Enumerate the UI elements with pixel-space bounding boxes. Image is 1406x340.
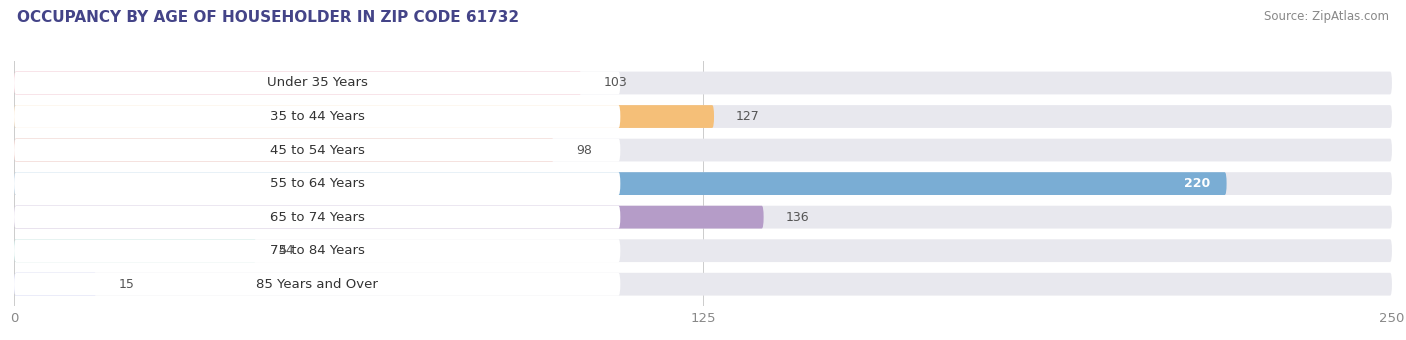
FancyBboxPatch shape: [14, 239, 1392, 262]
FancyBboxPatch shape: [14, 206, 620, 228]
FancyBboxPatch shape: [14, 273, 1392, 295]
Text: 75 to 84 Years: 75 to 84 Years: [270, 244, 364, 257]
Text: 98: 98: [576, 143, 592, 156]
Text: 15: 15: [118, 278, 135, 291]
FancyBboxPatch shape: [14, 72, 1392, 95]
FancyBboxPatch shape: [14, 172, 1226, 195]
Text: 44: 44: [278, 244, 294, 257]
FancyBboxPatch shape: [14, 239, 620, 262]
FancyBboxPatch shape: [14, 172, 620, 195]
Text: 85 Years and Over: 85 Years and Over: [256, 278, 378, 291]
FancyBboxPatch shape: [14, 72, 620, 95]
Text: 103: 103: [603, 76, 627, 89]
Text: 55 to 64 Years: 55 to 64 Years: [270, 177, 364, 190]
FancyBboxPatch shape: [14, 72, 582, 95]
Text: 35 to 44 Years: 35 to 44 Years: [270, 110, 364, 123]
FancyBboxPatch shape: [14, 206, 763, 228]
Text: 220: 220: [1184, 177, 1211, 190]
FancyBboxPatch shape: [14, 105, 714, 128]
Text: OCCUPANCY BY AGE OF HOUSEHOLDER IN ZIP CODE 61732: OCCUPANCY BY AGE OF HOUSEHOLDER IN ZIP C…: [17, 10, 519, 25]
FancyBboxPatch shape: [14, 239, 256, 262]
FancyBboxPatch shape: [14, 105, 620, 128]
FancyBboxPatch shape: [14, 139, 1392, 162]
Text: 45 to 54 Years: 45 to 54 Years: [270, 143, 364, 156]
Text: Under 35 Years: Under 35 Years: [267, 76, 367, 89]
Text: 136: 136: [786, 211, 810, 224]
Text: Source: ZipAtlas.com: Source: ZipAtlas.com: [1264, 10, 1389, 23]
FancyBboxPatch shape: [14, 172, 1392, 195]
FancyBboxPatch shape: [14, 105, 1392, 128]
FancyBboxPatch shape: [14, 273, 620, 295]
FancyBboxPatch shape: [14, 206, 1392, 228]
FancyBboxPatch shape: [14, 273, 97, 295]
FancyBboxPatch shape: [14, 139, 554, 162]
Text: 65 to 74 Years: 65 to 74 Years: [270, 211, 364, 224]
Text: 127: 127: [737, 110, 759, 123]
FancyBboxPatch shape: [14, 139, 620, 162]
